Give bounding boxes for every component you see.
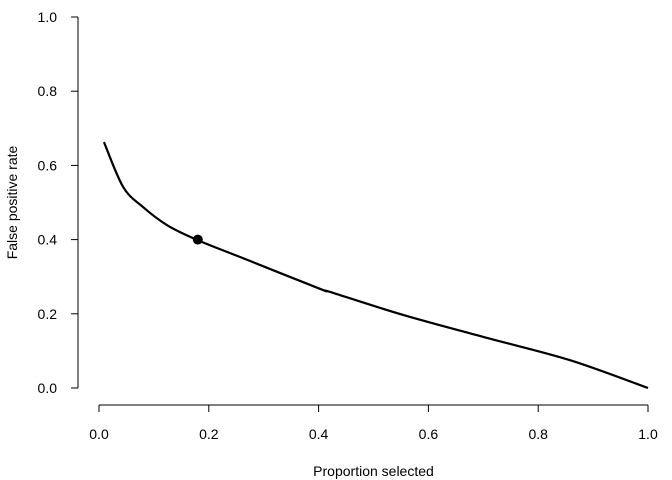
y-tick-label: 1.0 xyxy=(38,9,58,25)
y-tick-label: 0.6 xyxy=(38,157,58,173)
x-tick-label: 0.6 xyxy=(419,426,439,442)
y-tick-label: 0.4 xyxy=(38,232,58,248)
x-tick-label: 0.4 xyxy=(309,426,329,442)
highlight-point xyxy=(192,234,203,245)
y-axis-title: False positive rate xyxy=(4,145,20,259)
plot-area xyxy=(102,141,649,390)
x-tick-label: 0.8 xyxy=(528,426,548,442)
series-line xyxy=(102,141,649,390)
y-tick-label: 0.0 xyxy=(38,380,58,396)
y-tick-label: 0.8 xyxy=(38,83,58,99)
x-axis-title: Proportion selected xyxy=(313,463,434,479)
axes: 0.0 0.2 0.4 0.6 0.8 1.0 0.0 0.2 0.4 0.6 0.8 1.0 xyxy=(38,9,658,442)
x-tick-label: 1.0 xyxy=(638,426,658,442)
x-tick-label: 0.0 xyxy=(89,426,109,442)
y-tick-label: 0.2 xyxy=(38,306,58,322)
x-tick-label: 0.2 xyxy=(199,426,219,442)
